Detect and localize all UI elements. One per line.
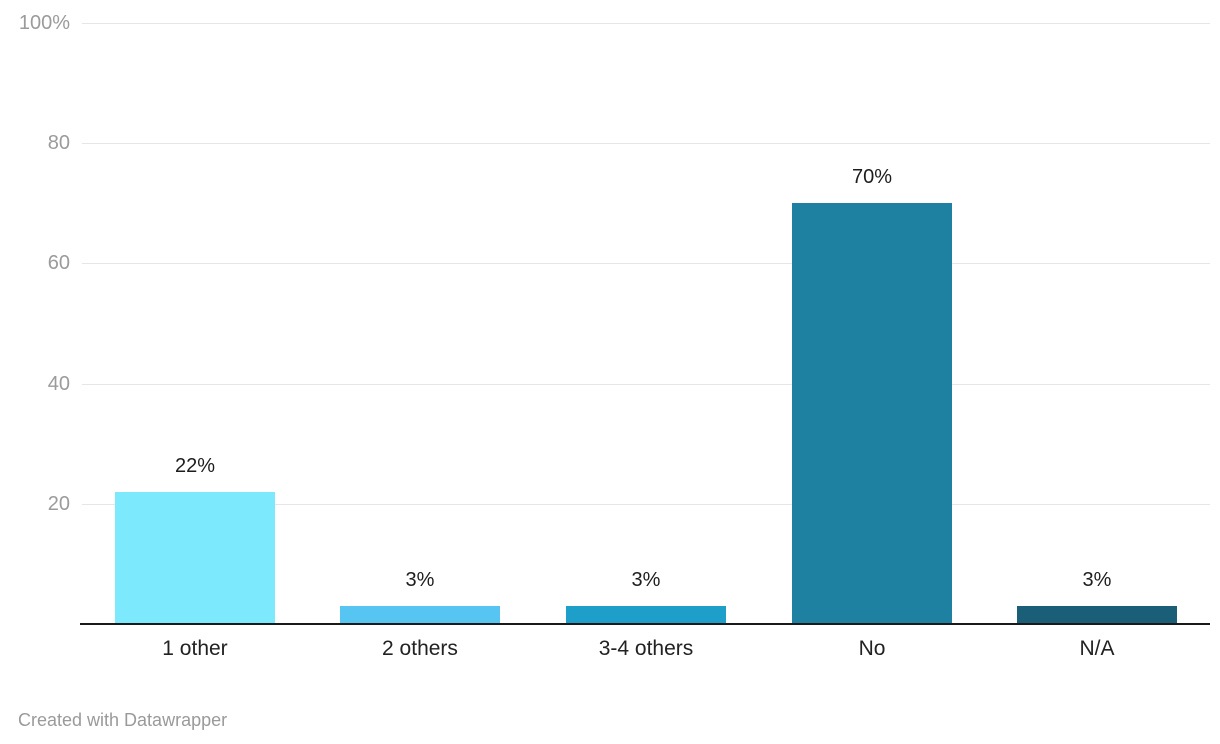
value-label-n-a: 3% [1082, 569, 1112, 591]
x-axis-line [80, 623, 1210, 625]
bar-3-4-others [566, 606, 726, 624]
datawrapper-credit-link[interactable]: Created with Datawrapper [18, 710, 228, 730]
value-label-3-4-others: 3% [631, 569, 661, 591]
x-label-3-4-others: 3-4 others [598, 637, 694, 660]
bar-n-a [1017, 606, 1177, 624]
x-label-2-others: 2 others [382, 637, 458, 660]
bar-no [792, 203, 952, 624]
gridline-60 [82, 263, 1210, 264]
bar-2-others [340, 606, 500, 624]
y-tick-label-80: 80 [47, 132, 70, 154]
x-label-no: No [858, 637, 886, 660]
y-tick-label-60: 60 [47, 252, 70, 274]
value-label-no: 70% [851, 166, 893, 188]
y-tick-label-40: 40 [47, 373, 70, 395]
gridline-80 [82, 143, 1210, 144]
gridline-100 [82, 23, 1210, 24]
x-label-n-a: N/A [1079, 637, 1115, 660]
y-tick-label-100: 100% [18, 12, 70, 34]
gridline-20 [82, 504, 1210, 505]
x-label-1-other: 1 other [162, 637, 228, 660]
y-tick-label-20: 20 [47, 493, 70, 515]
value-label-1-other: 22% [174, 455, 216, 477]
value-label-2-others: 3% [405, 569, 435, 591]
gridline-40 [82, 384, 1210, 385]
bar-1-other [115, 492, 275, 624]
